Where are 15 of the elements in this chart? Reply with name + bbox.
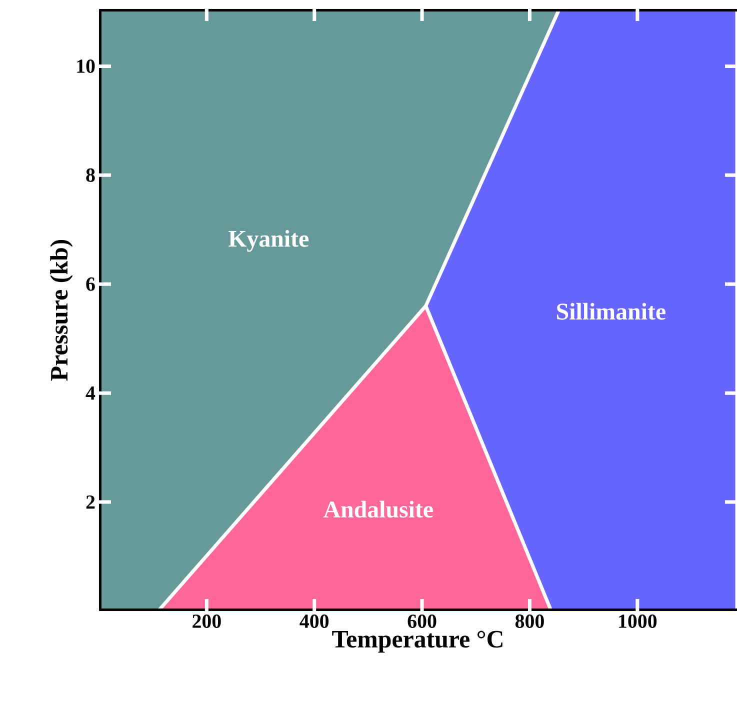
- y-tick-label: 2: [86, 495, 95, 509]
- series-label: Sillimanite: [557, 302, 666, 320]
- x-tick-label: 400: [300, 614, 329, 628]
- x-tick-label: 1000: [619, 614, 657, 628]
- x-tick-label: 800: [515, 614, 544, 628]
- y-axis-title: Pressure (kb): [50, 240, 73, 381]
- series-label: Kyanite: [228, 230, 309, 252]
- y-tick-label: 6: [86, 277, 95, 291]
- y-tick-label: 10: [77, 59, 95, 73]
- x-axis-title: Temperature °C: [332, 630, 502, 653]
- x-tick-label: 200: [192, 614, 221, 628]
- y-tick-label: 8: [86, 168, 95, 182]
- series-label: Andalusite: [324, 500, 433, 518]
- y-tick-label: 4: [86, 386, 96, 400]
- x-tick-label: 600: [408, 614, 436, 628]
